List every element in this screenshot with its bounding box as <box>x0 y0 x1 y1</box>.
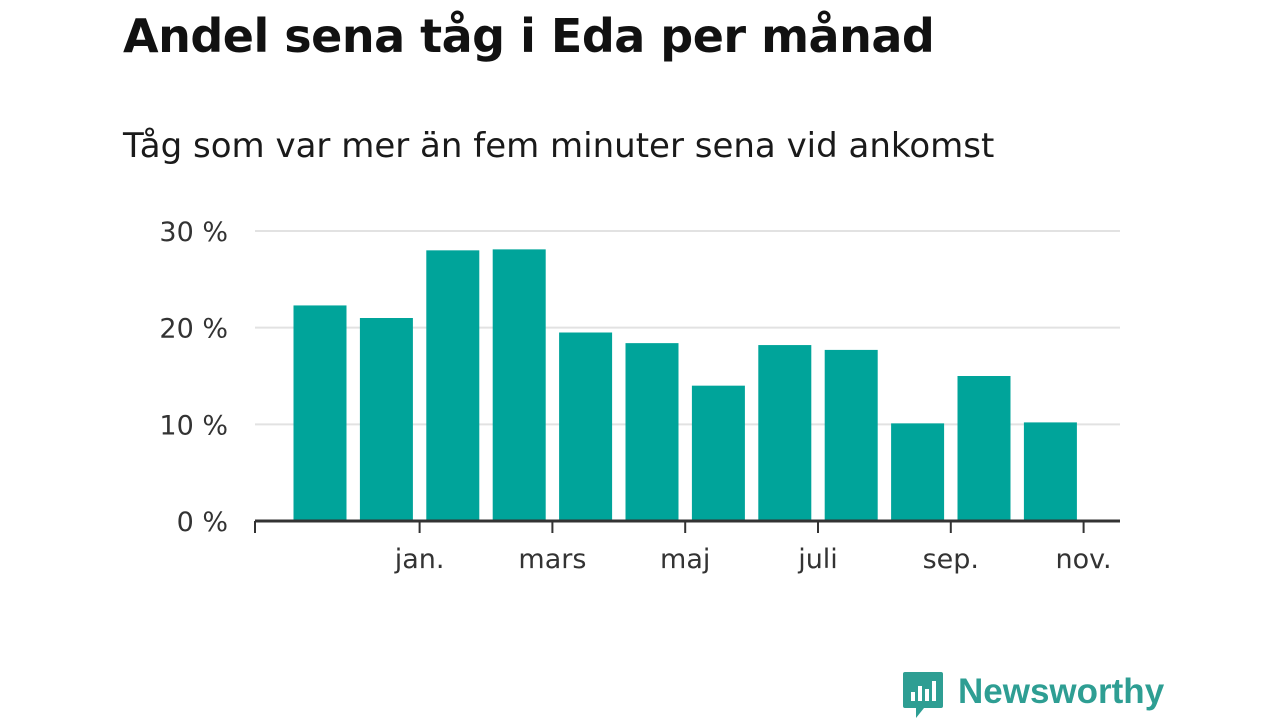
x-axis <box>254 519 1120 533</box>
x-tick-label: jan. <box>394 544 445 575</box>
y-tick-label: 10 % <box>159 410 228 441</box>
bar-maj <box>625 343 679 521</box>
brand-logo: Newsworthy <box>902 668 1164 720</box>
x-tick-label: mars <box>518 544 586 575</box>
bar-feb. <box>426 250 480 522</box>
x-tick-label: maj <box>660 544 710 575</box>
chart-subtitle: Tåg som var mer än fem minuter sena vid … <box>123 126 995 166</box>
bar-dec. <box>293 305 347 521</box>
x-tick-label: nov. <box>1056 544 1112 575</box>
x-tick-label: juli <box>797 544 838 575</box>
x-tick-label: sep. <box>923 544 979 575</box>
bar-aug. <box>824 349 878 521</box>
y-tick-label: 30 % <box>159 217 228 248</box>
bar-apr. <box>559 332 613 521</box>
bar-okt. <box>957 376 1011 521</box>
bar-mars <box>492 249 546 521</box>
bars <box>293 249 1077 522</box>
bar-chart: 0 % 10 % 20 % 30 % jan. mars maj juli sep. nov. <box>159 217 1120 575</box>
bar-jan. <box>359 318 413 521</box>
brand-name: Newsworthy <box>958 672 1165 711</box>
x-axis-labels: jan. mars maj juli sep. nov. <box>394 544 1112 575</box>
chart-title: Andel sena tåg i Eda per månad <box>123 9 935 63</box>
bar-sep. <box>891 423 945 521</box>
bar-juli <box>758 345 812 521</box>
bar-juni <box>691 385 745 521</box>
newsworthy-logo-icon <box>903 672 943 718</box>
y-axis-labels: 0 % 10 % 20 % 30 % <box>159 217 228 538</box>
y-tick-label: 0 % <box>177 507 228 538</box>
bar-nov. <box>1023 422 1077 521</box>
y-tick-label: 20 % <box>159 314 228 345</box>
